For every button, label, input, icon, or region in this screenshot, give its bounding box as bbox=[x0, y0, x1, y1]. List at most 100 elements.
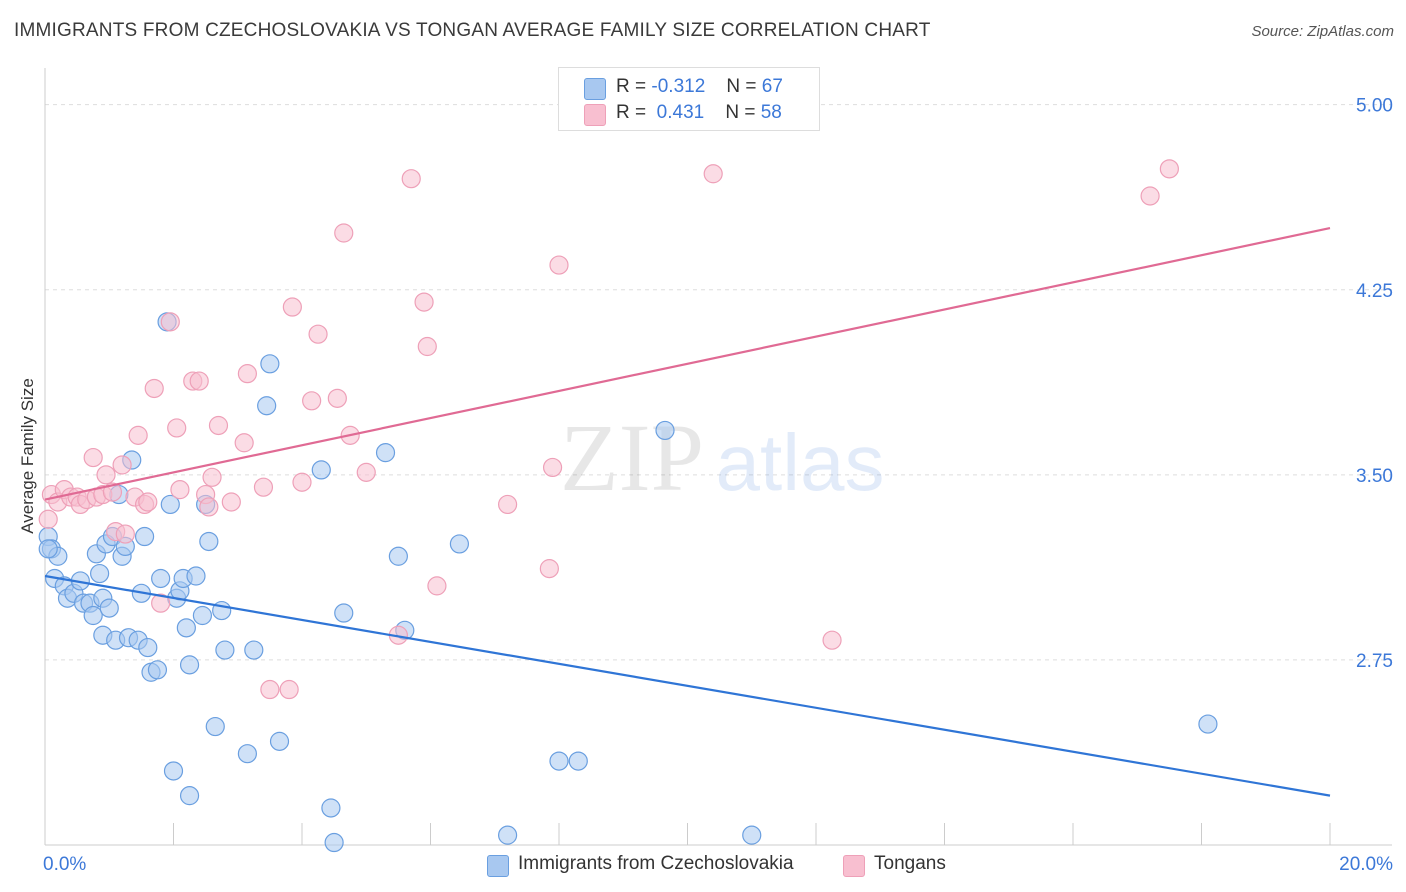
tick-labels: 2.75 3.50 4.25 5.00 0.0% 20.0% bbox=[43, 96, 1393, 875]
point-tongans bbox=[292, 472, 312, 492]
point-czechoslovakia bbox=[375, 443, 396, 463]
legend-n-value: 58 bbox=[760, 102, 782, 123]
point-czechoslovakia bbox=[549, 751, 569, 771]
trend-line-czechoslovakia bbox=[44, 574, 1331, 797]
point-tongans bbox=[302, 391, 322, 411]
point-czechoslovakia bbox=[83, 605, 103, 626]
point-tongans bbox=[138, 492, 158, 512]
x-tick-label: 20.0% bbox=[1339, 854, 1393, 875]
point-tongans bbox=[102, 482, 123, 502]
point-czechoslovakia bbox=[99, 598, 119, 618]
point-tongans bbox=[279, 679, 299, 700]
series-legend: Immigrants from Czechoslovakia Tongans bbox=[0, 850, 1406, 880]
point-czechoslovakia bbox=[163, 761, 184, 781]
point-czechoslovakia bbox=[269, 731, 290, 751]
legend-r-value: 0.431 bbox=[656, 102, 705, 123]
legend-n-label: N = bbox=[725, 102, 756, 123]
point-tongans bbox=[822, 630, 842, 650]
point-tongans bbox=[208, 415, 229, 436]
point-tongans bbox=[167, 418, 187, 438]
point-tongans bbox=[549, 255, 569, 275]
point-czechoslovakia bbox=[186, 566, 206, 586]
point-tongans bbox=[151, 593, 171, 613]
point-tongans bbox=[202, 467, 222, 487]
point-czechoslovakia bbox=[192, 605, 213, 626]
legend-r-label: R = bbox=[616, 102, 647, 123]
legend-n-value: 67 bbox=[761, 76, 783, 97]
chart-title: IMMIGRANTS FROM CZECHOSLOVAKIA VS TONGAN… bbox=[14, 20, 931, 41]
point-tongans bbox=[542, 457, 563, 478]
point-czechoslovakia bbox=[244, 640, 264, 660]
point-tongans bbox=[237, 364, 257, 384]
y-tick-label: 5.00 bbox=[1356, 96, 1393, 117]
x-tick-label: 0.0% bbox=[43, 854, 86, 875]
chart-source: Source: ZipAtlas.com bbox=[1251, 23, 1394, 40]
point-tongans bbox=[253, 477, 274, 497]
point-czechoslovakia bbox=[179, 655, 200, 675]
legend-swatch-blue bbox=[584, 78, 606, 100]
watermark-zip: ZIP bbox=[560, 404, 704, 511]
point-czechoslovakia bbox=[260, 354, 280, 374]
correlation-legend: R = -0.312 N = 67 R = 0.431 N = 58 bbox=[558, 67, 820, 131]
point-tongans bbox=[427, 576, 447, 596]
point-tongans bbox=[260, 679, 280, 700]
legend-swatch-blue bbox=[487, 855, 509, 877]
point-tongans bbox=[96, 465, 116, 485]
point-tongans bbox=[38, 509, 58, 529]
point-czechoslovakia bbox=[151, 568, 171, 589]
point-tongans bbox=[1140, 186, 1160, 206]
point-tongans bbox=[144, 378, 164, 399]
point-czechoslovakia bbox=[321, 798, 341, 818]
legend-swatch-pink bbox=[584, 104, 606, 126]
point-czechoslovakia bbox=[655, 420, 675, 441]
trend-lines bbox=[44, 226, 1331, 797]
point-tongans bbox=[498, 494, 518, 515]
y-axis-title: Average Family Size bbox=[18, 378, 37, 534]
legend-r-value: -0.312 bbox=[651, 76, 706, 97]
point-tongans bbox=[327, 388, 347, 408]
point-tongans bbox=[170, 480, 190, 500]
point-czechoslovakia bbox=[215, 640, 235, 660]
point-czechoslovakia bbox=[237, 744, 257, 764]
point-czechoslovakia bbox=[257, 396, 277, 416]
legend-r-label: R = bbox=[616, 76, 647, 97]
point-tongans bbox=[282, 297, 302, 317]
legend-label-tongans: Tongans bbox=[874, 853, 946, 874]
point-czechoslovakia bbox=[199, 531, 219, 552]
point-tongans bbox=[417, 336, 437, 357]
point-czechoslovakia bbox=[311, 460, 331, 480]
point-czechoslovakia bbox=[147, 660, 168, 680]
point-czechoslovakia bbox=[134, 526, 155, 547]
point-czechoslovakia bbox=[1198, 714, 1218, 734]
grid-layer bbox=[45, 104, 1392, 661]
point-tongans bbox=[234, 433, 254, 453]
legend-n-label: N = bbox=[726, 76, 757, 97]
point-czechoslovakia bbox=[568, 751, 588, 771]
y-tick-label: 2.75 bbox=[1356, 651, 1393, 672]
point-tongans bbox=[414, 292, 434, 312]
point-tongans bbox=[112, 455, 132, 475]
point-tongans bbox=[221, 492, 241, 512]
legend-swatch-pink bbox=[843, 855, 865, 877]
point-tongans bbox=[83, 447, 103, 468]
point-tongans bbox=[703, 164, 723, 184]
point-tongans bbox=[199, 497, 219, 517]
y-tick-label: 3.50 bbox=[1356, 466, 1393, 487]
point-czechoslovakia bbox=[138, 637, 158, 658]
point-tongans bbox=[115, 524, 135, 544]
point-czechoslovakia bbox=[38, 539, 58, 559]
y-tick-label: 4.25 bbox=[1356, 281, 1393, 302]
point-tongans bbox=[189, 371, 209, 391]
point-tongans bbox=[128, 425, 148, 445]
axis-layer bbox=[44, 68, 1392, 846]
point-czechoslovakia bbox=[160, 494, 180, 515]
point-czechoslovakia bbox=[205, 716, 225, 737]
point-czechoslovakia bbox=[324, 832, 344, 853]
point-czechoslovakia bbox=[498, 825, 518, 845]
point-czechoslovakia bbox=[388, 546, 408, 566]
point-tongans bbox=[160, 312, 180, 332]
point-tongans bbox=[1159, 159, 1179, 179]
point-czechoslovakia bbox=[334, 603, 354, 623]
watermark-atlas: atlas bbox=[716, 418, 885, 507]
